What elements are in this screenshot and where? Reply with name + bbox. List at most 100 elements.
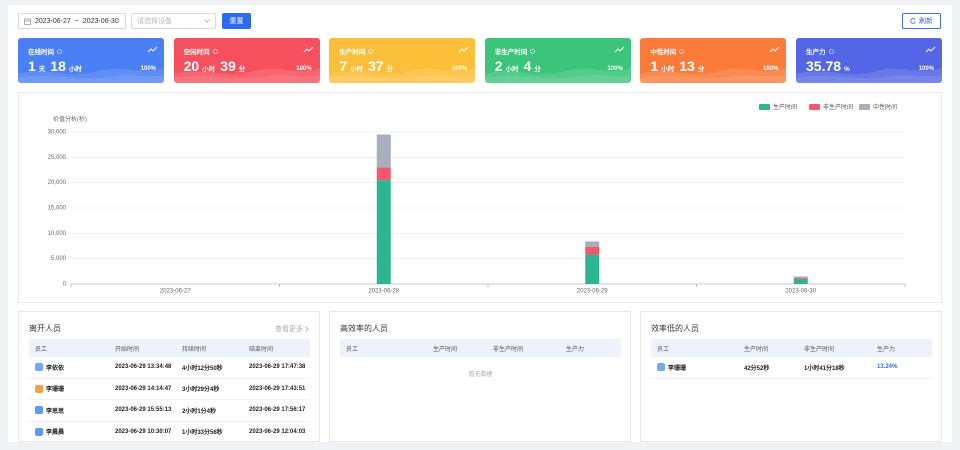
card-value: 1 小时 13 分 — [650, 58, 706, 74]
table-cell: 2023-06-29 17:47:38 — [243, 357, 310, 379]
chart-panel: 价值分析(秒) 0 5,000 10,000 15,000 20,000 25,000 30… — [18, 92, 942, 303]
card-title: 非生产时间 — [494, 49, 528, 56]
refresh-button[interactable]: 刷新 — [902, 13, 941, 29]
empty-text: 暂无数据 — [468, 372, 493, 378]
column-header: 非生产时间 — [487, 339, 560, 357]
chart: 价值分析(秒) 0 5,000 10,000 15,000 20,000 25,000 30… — [48, 103, 906, 295]
bar-segment — [585, 241, 600, 248]
card-wave — [18, 46, 164, 83]
card-percent: 100% — [296, 66, 312, 72]
more-link[interactable]: 查看更多 — [275, 324, 309, 334]
column-header: 结束时间 — [243, 339, 310, 357]
panel-title: 效率低的人员 — [651, 324, 699, 333]
table-cell: 1小时33分56秒 — [176, 421, 243, 443]
card-number: 37 — [367, 58, 384, 74]
info-icon — [530, 48, 536, 54]
wave — [329, 68, 476, 83]
card-number: 35.78 — [806, 58, 842, 74]
info-icon — [828, 48, 834, 54]
column-header: 开始时间 — [109, 339, 176, 357]
table-cell: 2023-06-29 10:30:07 — [109, 421, 176, 443]
bar-segment — [376, 167, 391, 181]
card-unit: 分 — [386, 66, 394, 73]
employee-name: 李思思 — [46, 408, 65, 415]
legend-swatch — [809, 104, 820, 110]
column-header: 生产力 — [560, 339, 621, 357]
card-value: 2 小时 4 分 — [495, 58, 543, 74]
x-tick-label: 2023-06-27 — [160, 289, 191, 295]
info-icon — [212, 48, 218, 54]
avatar — [35, 406, 43, 415]
more-chevron — [305, 326, 309, 332]
bar-segment — [585, 247, 600, 255]
table-cell: 1小时41分18秒 — [798, 357, 871, 379]
table-cell: 2023-06-29 15:55:13 — [109, 399, 176, 422]
info-circle — [57, 48, 62, 54]
wave — [484, 68, 631, 83]
bar-segment — [793, 276, 808, 278]
y-tick-label: 5,000 — [51, 256, 67, 262]
bar-segment — [376, 180, 391, 284]
device-select[interactable]: 请选择设备 — [131, 13, 216, 29]
wave — [18, 75, 164, 83]
wave — [640, 68, 787, 83]
card-unit: 小时 — [68, 66, 82, 73]
trend-icon — [614, 46, 625, 53]
table-cell: 李思思 — [29, 399, 109, 422]
legend-label: 中性时间 — [873, 103, 897, 111]
header-row: 员工 开始时间 持续时间 结束时间 — [29, 339, 310, 357]
wave — [640, 75, 787, 83]
column-header: 员工 — [340, 339, 427, 357]
column-header: 非生产时间 — [798, 339, 871, 357]
table-row: 李依依 2023-06-29 13:34:48 4小时12分50秒 2023-06-2… — [29, 357, 310, 379]
high-panel: 高效率的人员 员工 生产时间 非生产时间 生产力 暂无数据 — [329, 311, 631, 442]
table-cell: 13.24% — [871, 357, 932, 379]
card-wave — [173, 46, 320, 83]
trend-icon — [303, 46, 313, 53]
card-title-row: 生产力 — [806, 46, 834, 56]
card-unit: 小时 — [661, 66, 675, 73]
column-header: 生产力 — [871, 339, 932, 357]
table-cell: 3小时29分4秒 — [176, 378, 243, 400]
stat-card: 生产力 35.78% 100% — [796, 38, 942, 83]
info-circle — [828, 48, 834, 54]
stat-card: 生产时间 7 小时 37 分 100% — [329, 38, 476, 83]
table: 员工 开始时间 持续时间 结束时间 李依依 2023-06-29 13:34:48 4小时1… — [29, 339, 310, 443]
reset-button[interactable]: 重置 — [222, 13, 251, 29]
table-cell: 4小时12分50秒 — [176, 357, 243, 379]
wave — [18, 68, 164, 83]
table-cell: 42分52秒 — [738, 357, 798, 379]
card-number: 4 — [523, 58, 532, 74]
card-unit: 小时 — [505, 66, 519, 73]
bar-segment — [793, 278, 808, 284]
table-cell: 李晨晨 — [29, 421, 109, 443]
card-title-row: 空闲时间 — [184, 46, 218, 56]
column-header: 员工 — [651, 339, 738, 357]
table-row: 李珊珊 42分52秒 1小时41分18秒 13.24% — [651, 357, 932, 379]
date-range[interactable]: 2023-06-27 ~ 2023-06-30 — [18, 13, 126, 29]
trend-icon — [147, 46, 158, 53]
info-icon — [679, 48, 685, 54]
y-tick-label: 30,000 — [48, 130, 67, 136]
employee-name: 李依依 — [46, 365, 65, 372]
select-placeholder: 请选择设备 — [137, 18, 172, 25]
table-cell: 2023-06-29 17:43:51 — [243, 378, 310, 400]
stat-card: 在线时间 1 天 18 小时 100% — [18, 38, 164, 83]
panel-title: 高效率的人员 — [340, 324, 388, 333]
date-start: 2023-06-27 — [35, 17, 71, 25]
y-tick-label: 20,000 — [48, 180, 67, 186]
x-tick-label: 2023-06-29 — [577, 289, 608, 295]
trend-icon — [925, 46, 936, 53]
legend-swatch — [759, 104, 770, 110]
refresh-label: 刷新 — [919, 18, 933, 25]
y-tick-label: 15,000 — [48, 206, 67, 212]
info-icon — [368, 48, 373, 54]
x-tick-label: 2023-06-30 — [785, 289, 816, 295]
card-percent: 100% — [140, 66, 156, 72]
legend-label: 生产时间 — [773, 103, 797, 111]
card-title: 生产力 — [806, 49, 826, 56]
wave — [796, 68, 942, 83]
avatar — [35, 384, 43, 393]
wave — [329, 75, 476, 83]
